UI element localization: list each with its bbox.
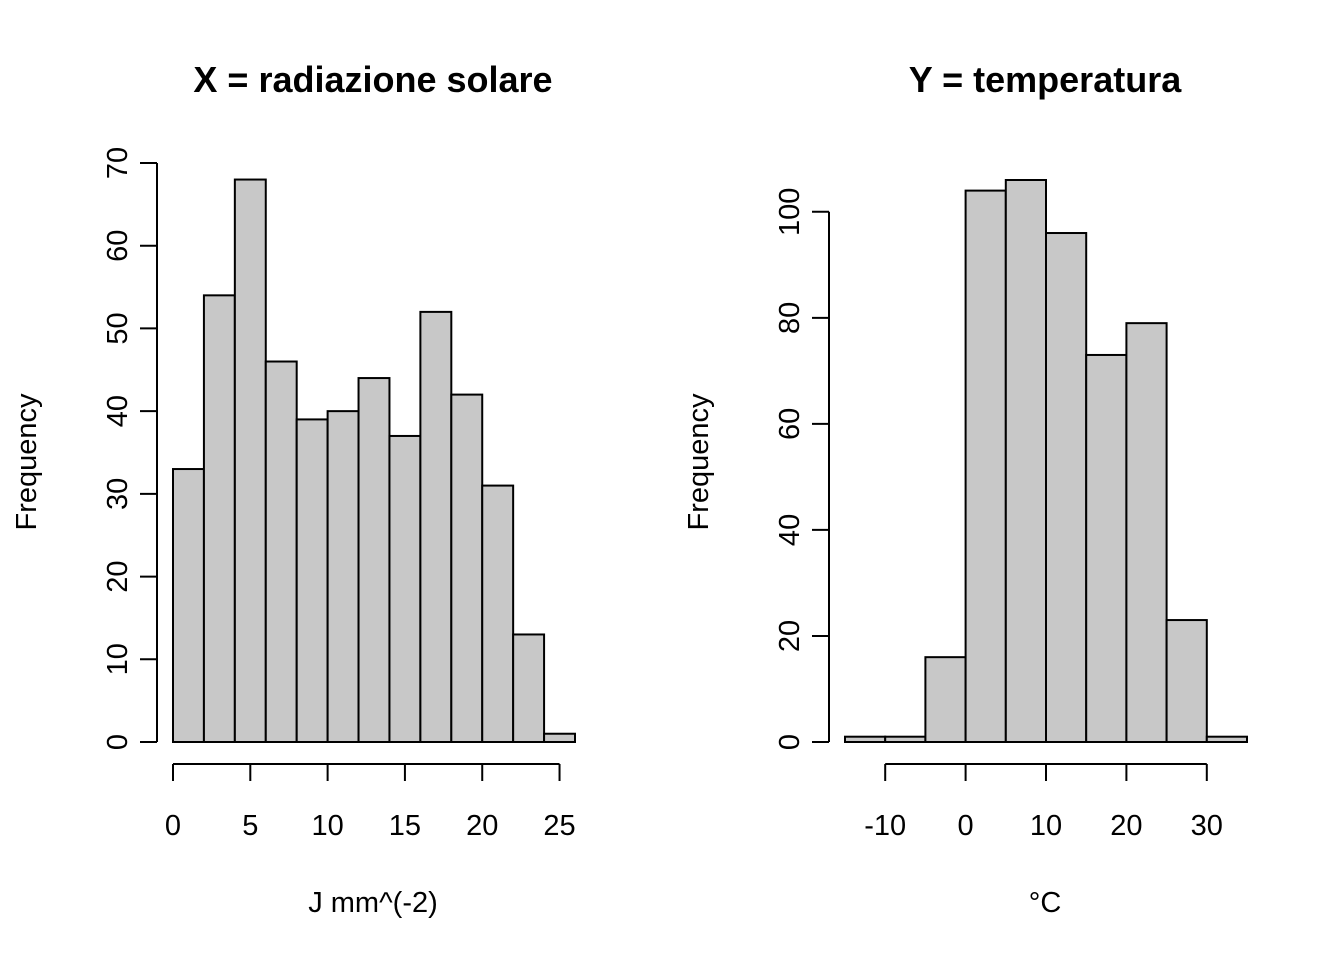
x-tick-label: 5: [242, 810, 258, 842]
histogram-bar: [233, 178, 267, 744]
y-tick-label: 0: [774, 734, 806, 750]
histogram-bar: [419, 310, 453, 743]
histogram-bar: [884, 735, 927, 744]
histogram-bar: [264, 360, 298, 743]
y-axis: 0 20 40 60 80 100: [774, 188, 830, 750]
chart-title: Y = temperatura: [909, 59, 1182, 100]
chart-title: X = radiazione solare: [193, 59, 552, 100]
histogram-bar: [326, 410, 360, 743]
y-axis: 0 10 20 30 40 50 60 70: [102, 147, 158, 750]
y-tick-label: 20: [102, 560, 134, 592]
bars: [172, 178, 576, 744]
histogram-bar: [388, 434, 422, 743]
histogram-bar: [357, 377, 391, 743]
histogram-bar: [1165, 619, 1208, 743]
histogram-radiazione-solare: X = radiazione solare Frequency J mm^(-2…: [11, 59, 576, 919]
histogram-bar: [512, 633, 546, 744]
histogram-bar: [1125, 322, 1168, 743]
x-tick-label: 15: [389, 810, 421, 842]
histogram-bar: [1045, 232, 1088, 744]
x-axis-label: °C: [1029, 887, 1062, 919]
y-axis-label: Frequency: [683, 393, 715, 531]
x-axis-label: J mm^(-2): [308, 887, 438, 919]
histogram-bar: [924, 656, 967, 743]
histogram-bar: [1085, 353, 1128, 743]
y-tick-label: 60: [774, 408, 806, 440]
y-tick-label: 10: [102, 643, 134, 675]
histogram-bar: [172, 468, 205, 743]
x-axis: 0 5 10 15 20 25: [165, 763, 576, 842]
x-tick-label: 20: [466, 810, 498, 842]
x-tick-label: 10: [311, 810, 343, 842]
histogram-bar: [844, 735, 887, 744]
y-tick-label: 40: [774, 514, 806, 546]
x-tick-label: -10: [864, 810, 906, 842]
histogram-bar: [202, 294, 236, 743]
bars: [844, 179, 1249, 744]
y-tick-label: 80: [774, 302, 806, 334]
histogram-bar: [295, 418, 329, 743]
histogram-bar: [543, 732, 576, 744]
y-tick-label: 100: [774, 188, 806, 236]
y-tick-label: 70: [102, 147, 134, 179]
y-axis-label: Frequency: [11, 393, 43, 531]
y-tick-label: 20: [774, 620, 806, 652]
histogram-bar: [450, 393, 484, 743]
x-tick-label: 20: [1110, 810, 1142, 842]
y-tick-label: 50: [102, 312, 134, 344]
histogram-bar: [964, 189, 1007, 744]
x-axis: -10 0 10 20 30: [864, 763, 1223, 842]
histogram-bar: [1205, 735, 1249, 744]
x-tick-label: 25: [543, 810, 575, 842]
x-tick-label: 30: [1191, 810, 1223, 842]
histogram-bar: [481, 484, 515, 743]
x-tick-label: 0: [165, 810, 181, 842]
histogram-temperatura: Y = temperatura Frequency °C 0 20 40 60 80 10…: [683, 59, 1249, 919]
y-tick-label: 30: [102, 478, 134, 510]
x-tick-label: 0: [958, 810, 974, 842]
y-tick-label: 0: [102, 734, 134, 750]
y-tick-label: 40: [102, 395, 134, 427]
histogram-bar: [1004, 179, 1047, 743]
y-tick-label: 60: [102, 230, 134, 262]
x-tick-label: 10: [1030, 810, 1062, 842]
